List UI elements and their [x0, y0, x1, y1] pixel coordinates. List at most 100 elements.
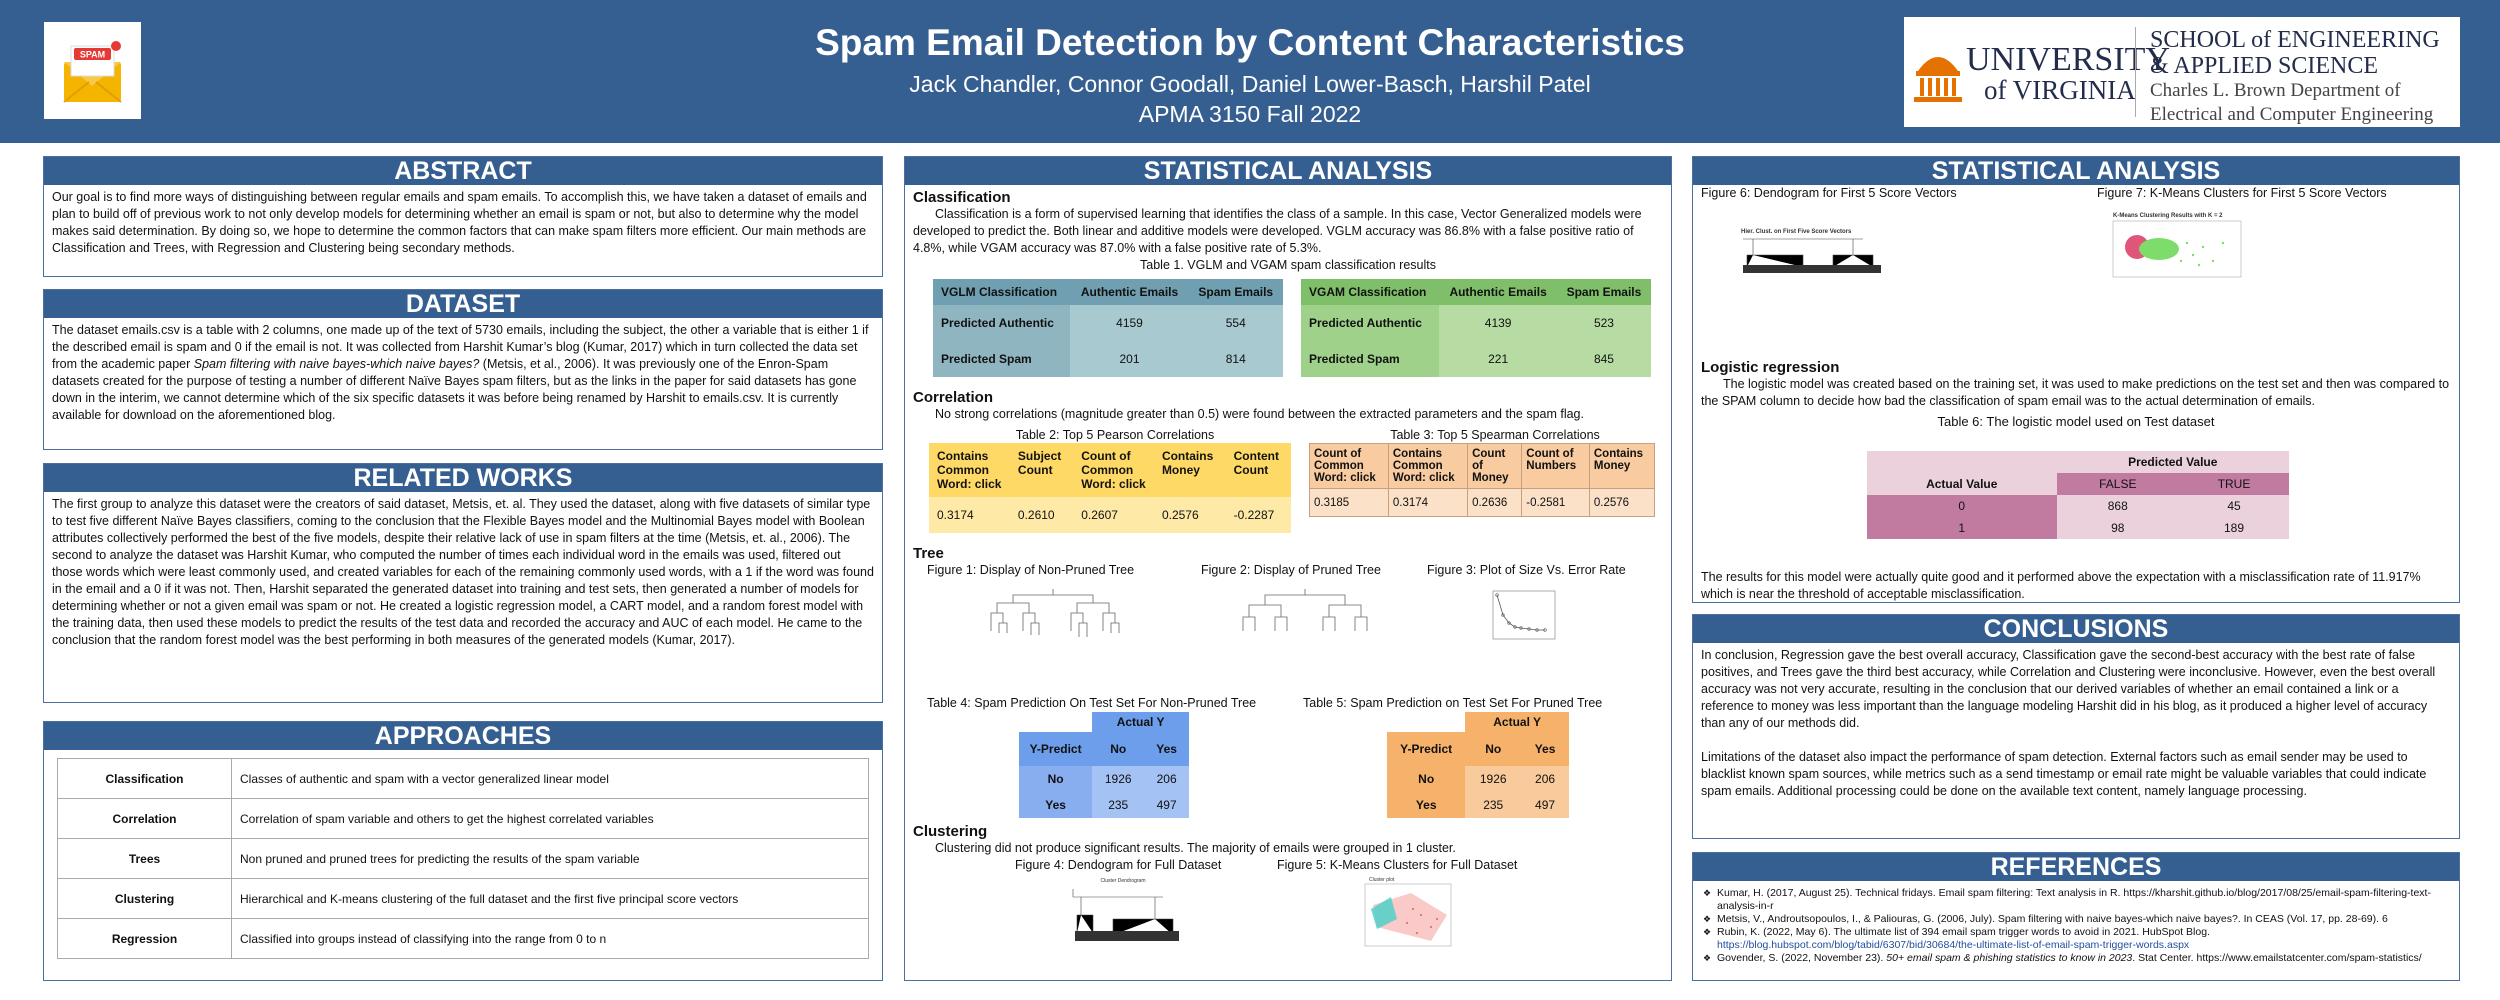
- t6-row-label: 0: [1867, 495, 2057, 517]
- table-row: No 1926 206: [1387, 766, 1569, 792]
- poster-authors: Jack Chandler, Connor Goodall, Daniel Lo…: [909, 71, 1591, 97]
- table-row: VGAM Classification Authentic Emails Spa…: [1301, 279, 1651, 305]
- yes-header: Yes: [1156, 742, 1177, 756]
- approach-name: Clustering: [57, 878, 232, 919]
- actual-y-header: Actual Y: [1465, 712, 1569, 732]
- related-works-text: The first group to analyze this dataset …: [52, 497, 874, 647]
- spam-envelope-icon: SPAM: [63, 41, 122, 103]
- table-row: Contains Common Word: click Subject Coun…: [929, 443, 1291, 497]
- table-row: Count of Common Word: click Contains Com…: [1309, 443, 1656, 489]
- table-row: VGLM Classification Authentic Emails Spa…: [933, 279, 1283, 305]
- dept-line2: Electrical and Computer Engineering: [2150, 104, 2434, 125]
- table-row: Predicted Value: [1867, 451, 2289, 473]
- table-row: Trees Non pruned and pruned trees for pre…: [57, 838, 869, 879]
- clustering-heading: Clustering: [913, 823, 988, 840]
- no-header: No: [1485, 742, 1502, 756]
- uva-wordmark: UNIVERSITY of VIRGINIA: [1966, 43, 2170, 104]
- vglm-row-label: Predicted Authentic: [933, 305, 1071, 341]
- poster-title: Spam Email Detection by Content Characte…: [815, 22, 1685, 63]
- fig3-caption: Figure 3: Plot of Size Vs. Error Rate: [1427, 563, 1626, 577]
- row-yes-label: Yes: [1387, 792, 1466, 818]
- svg-text:SPAM: SPAM: [80, 50, 105, 60]
- t4-cell: 1926: [1104, 772, 1132, 786]
- t4-cell: 497: [1156, 798, 1177, 812]
- correlation-heading: Correlation: [913, 389, 994, 406]
- reference-text: . Stat Center. https://www.emailstatcent…: [2132, 952, 2422, 964]
- vgam-row-label: Predicted Spam: [1301, 341, 1440, 377]
- related-works-title: RELATED WORKS: [44, 464, 882, 492]
- spearman-header: Count of Money: [1467, 443, 1523, 489]
- table4-caption: Table 4: Spam Prediction On Test Set For…: [927, 696, 1257, 710]
- spearman-header: Count of Numbers: [1521, 443, 1590, 489]
- vglm-header-cell: Authentic Emails: [1080, 285, 1179, 299]
- spearman-header: Count of Common Word: click: [1309, 443, 1389, 489]
- reference-link[interactable]: https://blog.hubspot.com/blog/tabid/6307…: [1717, 939, 2190, 951]
- t6-row-label: 1: [1867, 517, 2057, 539]
- spearman-value: 0.3185: [1309, 488, 1389, 517]
- table-row: Y-Predict No Yes: [1387, 732, 1569, 766]
- conclusions-p2: Limitations of the dataset also impact t…: [1701, 750, 2427, 798]
- table1-caption: Table 1. VGLM and VGAM spam classificati…: [1140, 258, 1436, 272]
- fig1-caption: Figure 1: Display of Non-Pruned Tree: [927, 563, 1135, 577]
- table-row: Predicted Authentic 4139 523: [1301, 305, 1651, 341]
- actual-y-header: Actual Y: [1092, 712, 1189, 732]
- t5-cell: 1926: [1479, 772, 1507, 786]
- classification-heading: Classification: [913, 189, 1011, 206]
- full-dataset-cluster-plot: Cluster plot: [1364, 877, 1452, 947]
- reference-title: 50+ email spam & phishing statistics to …: [1886, 952, 2133, 964]
- ypredict-header: Y-Predict: [1029, 742, 1082, 756]
- table-row: Y-Predict No Yes: [1019, 732, 1189, 766]
- logistic-results-text: The results for this model were actually…: [1701, 570, 2421, 601]
- t4-cell: 235: [1108, 798, 1129, 812]
- table5-pruned: Actual Y Y-Predict No Yes No 1926 206 Yes 235…: [1387, 712, 1569, 818]
- spearman-value: 0.2636: [1467, 488, 1523, 517]
- uva-line2: of VIRGINIA: [1984, 75, 2136, 105]
- approach-desc: Correlation of spam variable and others …: [231, 798, 869, 839]
- vgam-cell: 523: [1593, 316, 1614, 330]
- row-yes-label: Yes: [1019, 792, 1093, 818]
- table2-caption: Table 2: Top 5 Pearson Correlations: [1015, 428, 1215, 442]
- correlation-section: Correlation No strong correlations (magn…: [905, 383, 1671, 427]
- table-row: 1 98 189: [1867, 517, 2289, 539]
- dataset-text-italic: Spam filtering with naive bayes-which na…: [193, 357, 480, 371]
- dataset-text-a: The dataset emails.csv is a table with 2…: [52, 323, 869, 371]
- vgam-cell: 845: [1593, 352, 1614, 366]
- fig5-title: Cluster plot: [1369, 877, 1395, 883]
- vglm-cell: 554: [1225, 316, 1246, 330]
- table4-non-pruned: Actual Y Y-Predict No Yes No 1926 206 Yes 235…: [1019, 712, 1189, 818]
- approach-name: Trees: [57, 838, 232, 879]
- pearson-header: Subject Count: [1017, 449, 1062, 477]
- spam-email-logo: SPAM: [44, 22, 141, 119]
- approach-desc: Non pruned and pruned trees for predicti…: [231, 838, 869, 879]
- approach-name: Regression: [57, 918, 232, 959]
- vgam-cell: 4139: [1484, 316, 1512, 330]
- table-row: Predicted Spam 201 814: [933, 341, 1283, 377]
- pearson-header: Count of Common Word: click: [1081, 449, 1146, 491]
- fig2-caption: Figure 2: Display of Pruned Tree: [1201, 563, 1381, 577]
- approaches-title: APPROACHES: [44, 722, 882, 750]
- approach-desc: Classes of authentic and spam with a vec…: [231, 758, 869, 799]
- pearson-header: Contains Common Word: click: [937, 449, 1002, 491]
- table-row: No 1926 206: [1019, 766, 1189, 792]
- dataset-panel: DATASET The dataset emails.csv is a tabl…: [43, 289, 883, 450]
- dataset-title: DATASET: [44, 290, 882, 318]
- conclusions-title: CONCLUSIONS: [1693, 615, 2459, 643]
- pearson-value: -0.2287: [1233, 508, 1275, 522]
- fig6-caption: Figure 6: Dendogram for First 5 Score Ve…: [1701, 186, 1957, 200]
- table-row: Regression Classified into groups instead…: [57, 918, 869, 959]
- vgam-row-label: Predicted Authentic: [1301, 305, 1440, 341]
- vglm-row-label: Predicted Spam: [933, 341, 1071, 377]
- predicted-value-header: Predicted Value: [2056, 451, 2289, 473]
- tree-heading: Tree: [913, 545, 944, 562]
- vgam-header-cell: Spam Emails: [1566, 285, 1642, 299]
- fig7-title: K-Means Clustering Results with K = 2: [2113, 213, 2223, 219]
- approach-name: Correlation: [57, 798, 232, 839]
- vgam-cell: 221: [1488, 352, 1509, 366]
- pearson-value: 0.3174: [937, 508, 974, 522]
- classification-text: Classification is a form of supervised l…: [913, 207, 1642, 255]
- table-row: Predicted Authentic 4159 554: [933, 305, 1283, 341]
- rotunda-icon: [1914, 57, 1962, 102]
- table-row: Classification Classes of authentic and s…: [57, 758, 869, 799]
- table-row: 0 868 45: [1867, 495, 2289, 517]
- approach-desc: Hierarchical and K-means clustering of t…: [231, 878, 869, 919]
